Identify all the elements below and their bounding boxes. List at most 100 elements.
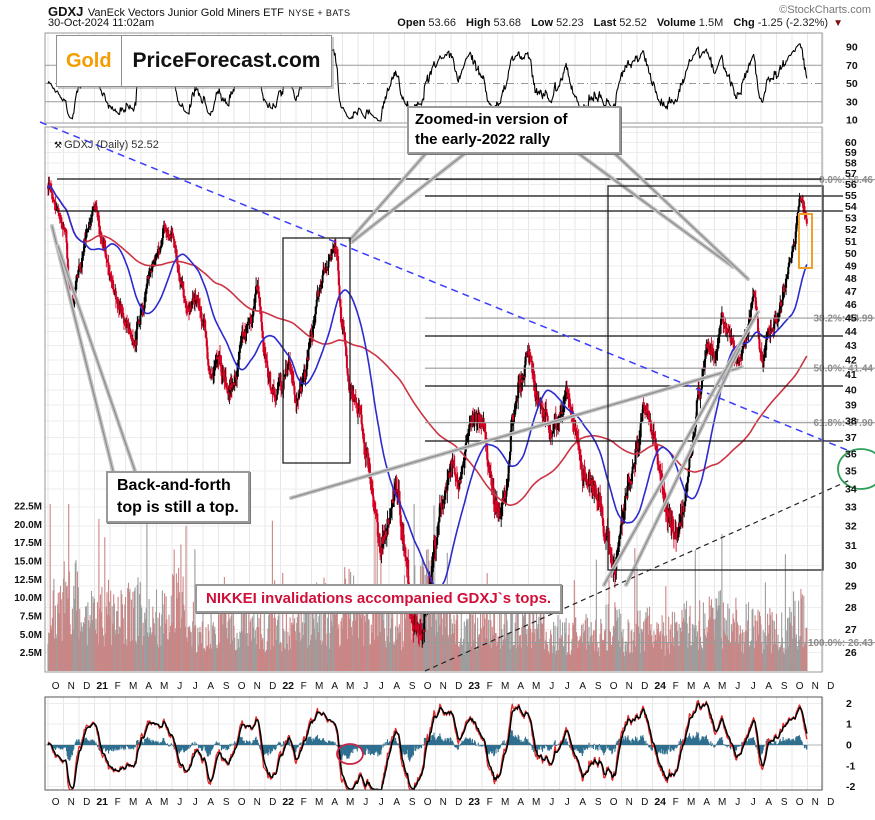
svg-text:59: 59 [845,147,857,159]
svg-text:M: M [687,681,695,692]
svg-text:57: 57 [845,168,857,180]
svg-text:S: S [409,681,416,692]
svg-text:A: A [765,797,772,808]
svg-text:A: A [393,797,400,808]
svg-text:A: A [145,797,152,808]
svg-text:10: 10 [846,115,858,127]
svg-text:S: S [409,797,416,808]
svg-text:27: 27 [845,624,857,636]
svg-text:N: N [440,681,447,692]
svg-text:D: D [827,797,834,808]
svg-text:J: J [193,797,198,808]
chart-annotation-icon: ⚒ [54,140,63,150]
svg-text:22.5M: 22.5M [14,502,42,513]
svg-text:F: F [301,681,307,692]
svg-text:45: 45 [845,312,857,324]
open-value: 53.66 [428,17,456,29]
svg-text:J: J [751,797,756,808]
svg-text:O: O [610,797,618,808]
gold-priceforecast-logo: Gold PriceForecast.com [56,35,333,87]
svg-text:M: M [532,797,540,808]
svg-text:S: S [781,681,788,692]
volume-label: Volume [656,17,696,29]
svg-text:D: D [641,681,648,692]
svg-text:F: F [115,681,121,692]
callout-back-and-forth-top: Back-and-forth top is still a top. [106,471,250,523]
callout-nikkei-invalidations: NIKKEI invalidations accompanied GDXJ`s … [195,584,563,613]
svg-text:15.0M: 15.0M [14,557,42,568]
svg-text:33: 33 [845,502,857,514]
svg-text:24: 24 [654,796,666,808]
svg-text:52: 52 [845,224,857,236]
svg-text:M: M [687,797,695,808]
svg-text:M: M [160,797,168,808]
svg-text:D: D [641,797,648,808]
svg-text:N: N [812,681,819,692]
svg-text:40: 40 [845,384,857,396]
svg-text:90: 90 [846,42,858,54]
svg-text:F: F [115,797,121,808]
svg-text:J: J [193,681,198,692]
svg-text:50: 50 [846,78,858,90]
svg-text:J: J [565,681,570,692]
svg-text:12.5M: 12.5M [14,575,42,586]
chg-label: Chg [733,17,755,29]
svg-text:0: 0 [846,740,852,752]
svg-text:17.5M: 17.5M [14,538,42,549]
svg-text:D: D [83,797,90,808]
svg-text:A: A [207,681,214,692]
low-value: 52.23 [556,17,584,29]
svg-text:60: 60 [845,137,857,149]
svg-text:N: N [440,797,447,808]
svg-text:O: O [52,681,60,692]
svg-text:N: N [626,797,633,808]
svg-text:J: J [735,797,740,808]
svg-text:55: 55 [845,190,857,202]
svg-text:36: 36 [845,449,857,461]
open-label: Open [397,17,426,29]
svg-text:S: S [223,797,230,808]
logo-gold-text: Gold [57,36,122,86]
svg-text:M: M [346,797,354,808]
volume-value: 1.5M [698,17,724,29]
svg-text:O: O [610,681,618,692]
last-label: Last [593,17,617,29]
security-name: VanEck Vectors Junior Gold Miners ETF [87,7,284,19]
svg-text:A: A [393,681,400,692]
svg-text:38.2%: 44.99: 38.2%: 44.99 [814,314,874,325]
svg-text:M: M [315,681,323,692]
svg-text:46: 46 [845,299,857,311]
svg-text:50.0%: 41.44: 50.0%: 41.44 [814,364,874,375]
svg-text:A: A [765,681,772,692]
svg-text:41: 41 [845,369,857,381]
svg-text:M: M [501,797,509,808]
stockcharts-credit-link[interactable]: ©StockCharts.com [779,4,871,16]
svg-text:M: M [718,681,726,692]
svg-text:M: M [501,681,509,692]
svg-text:2: 2 [846,698,852,710]
svg-text:M: M [346,681,354,692]
svg-text:20.0M: 20.0M [14,520,42,531]
svg-text:O: O [238,681,246,692]
svg-text:S: S [781,797,788,808]
svg-text:34: 34 [845,483,857,495]
chart-datetime: 30-Oct-2024 11:02am [48,17,155,29]
svg-text:10.0M: 10.0M [14,593,42,604]
svg-text:F: F [673,681,679,692]
svg-text:D: D [83,681,90,692]
svg-text:M: M [129,681,137,692]
chart-header: GDXJ VanEck Vectors Junior Gold Miners E… [48,3,350,21]
svg-text:A: A [579,797,586,808]
svg-text:35: 35 [845,466,857,478]
svg-text:N: N [812,797,819,808]
svg-text:-1: -1 [846,760,855,772]
series-label-text: GDXJ (Daily) 52.52 [64,139,159,151]
svg-text:N: N [626,681,633,692]
svg-text:1: 1 [846,719,852,731]
svg-text:M: M [315,797,323,808]
svg-text:O: O [796,797,804,808]
svg-text:F: F [673,797,679,808]
exchange-label: NYSE + BATS [288,8,351,18]
svg-text:22: 22 [282,796,294,808]
